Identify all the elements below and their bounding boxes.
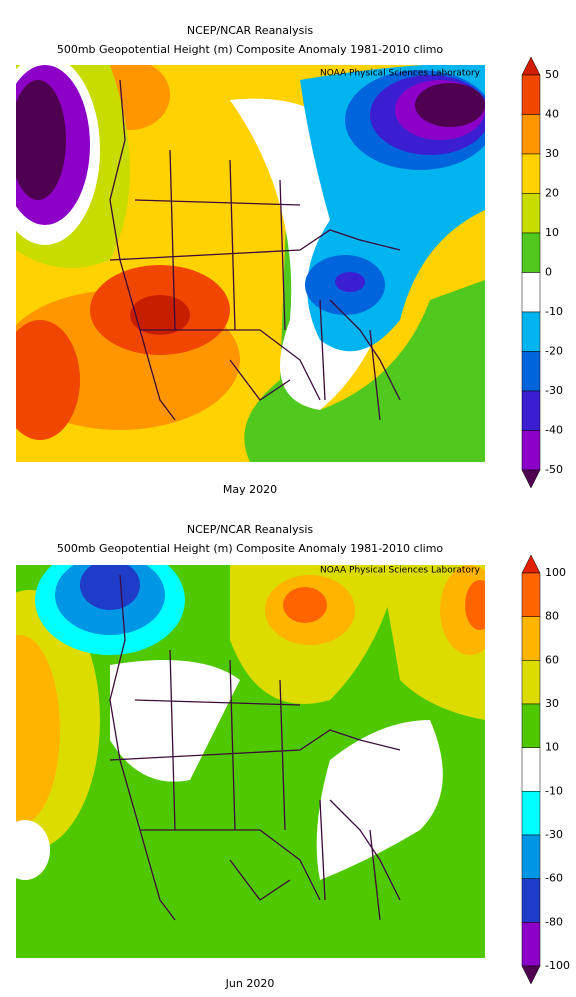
colorbar-segment — [521, 703, 541, 748]
colorbar-label: 30 — [545, 147, 559, 160]
title: NCEP/NCAR Reanalysis — [187, 523, 313, 536]
colorbar-segment — [521, 114, 541, 155]
colorbar-segment — [521, 272, 541, 313]
colorbar-segment — [521, 430, 541, 471]
colorbar-label: -30 — [545, 828, 563, 841]
colorbar-cap — [521, 469, 541, 489]
colorbar-segment — [521, 922, 541, 967]
colorbar-label: -10 — [545, 305, 563, 318]
colorbar-segment — [521, 616, 541, 661]
colorbar-label: 50 — [545, 68, 559, 81]
colorbar-segment — [521, 747, 541, 792]
colorbar-label: -50 — [545, 463, 563, 476]
subtitle: 500mb Geopotential Height (m) Composite … — [57, 542, 444, 555]
credit: NOAA Physical Sciences Laboratory — [320, 566, 481, 576]
colorbar-label: 60 — [545, 653, 559, 666]
colorbar-segment — [521, 390, 541, 431]
colorbar-cap — [521, 965, 541, 985]
colorbar-label: 10 — [545, 741, 559, 754]
map-may — [16, 65, 485, 462]
map-jun — [16, 565, 485, 958]
colorbar-cap — [521, 554, 541, 574]
colorbar-segment — [521, 74, 541, 115]
colorbar-segment — [521, 153, 541, 194]
colorbar-label: -80 — [545, 915, 563, 928]
colorbar-label: -30 — [545, 384, 563, 397]
colorbar-label: -60 — [545, 872, 563, 885]
colorbar-label: 20 — [545, 187, 559, 200]
colorbar-label: -100 — [545, 959, 570, 972]
colorbar-label: -40 — [545, 424, 563, 437]
colorbar-segment — [521, 878, 541, 923]
colorbar-label: 30 — [545, 697, 559, 710]
colorbar-label: 40 — [545, 108, 559, 121]
colorbar-cap — [521, 56, 541, 76]
colorbar-label: -20 — [545, 345, 563, 358]
date-label: Jun 2020 — [225, 977, 275, 990]
colorbar-label: 0 — [545, 266, 552, 279]
colorbar-segment — [521, 193, 541, 234]
date-label: May 2020 — [223, 483, 277, 496]
colorbar-segment — [521, 834, 541, 879]
colorbar-segment — [521, 572, 541, 617]
credit: NOAA Physical Sciences Laboratory — [320, 69, 481, 79]
colorbar-label: 80 — [545, 610, 559, 623]
colorbar-segment — [521, 232, 541, 273]
title: NCEP/NCAR Reanalysis — [187, 24, 313, 37]
colorbar-segment — [521, 311, 541, 352]
colorbar-segment — [521, 791, 541, 836]
subtitle: 500mb Geopotential Height (m) Composite … — [57, 43, 444, 56]
colorbar-label: 10 — [545, 226, 559, 239]
colorbar-label: 100 — [545, 566, 566, 579]
colorbar-segment — [521, 660, 541, 705]
colorbar-label: -10 — [545, 784, 563, 797]
colorbar-segment — [521, 351, 541, 392]
labels: NCEP/NCAR Reanalysis 500mb Geopotential … — [57, 24, 481, 990]
